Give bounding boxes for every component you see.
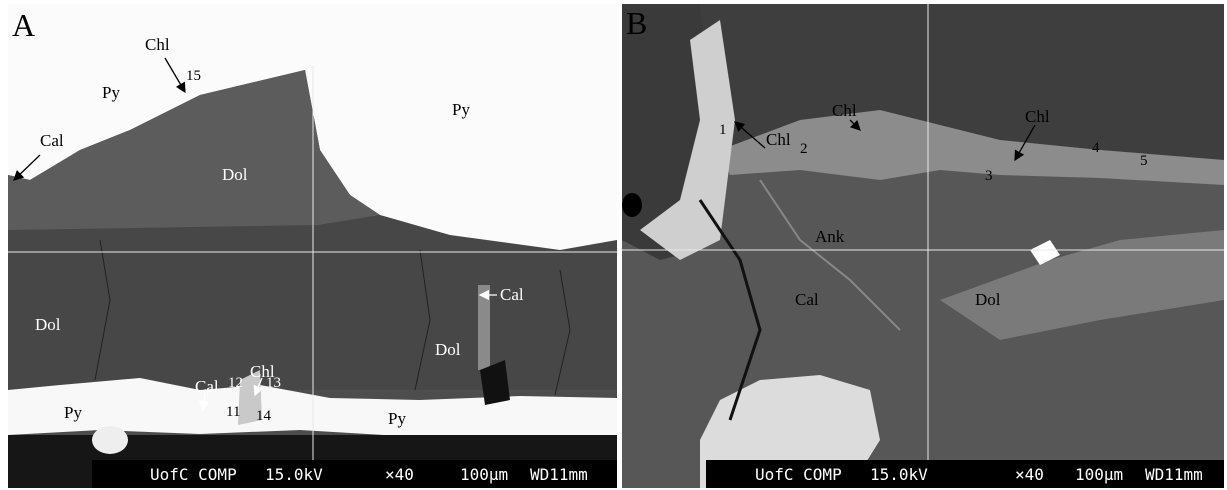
annotation: 13 — [266, 375, 281, 391]
annotation: Cal — [795, 290, 819, 309]
panel-a-image — [8, 4, 617, 488]
annotation: 1 — [719, 122, 727, 138]
info-text: UofC COMP — [150, 465, 237, 484]
info-bar — [92, 460, 617, 488]
annotation: 2 — [800, 141, 808, 157]
annotation: Cal — [40, 131, 64, 150]
panel-b-info: UofC COMP 15.0kV ×40 100µm WD11mm — [755, 465, 1203, 484]
annotation: Cal — [195, 377, 219, 396]
arrow — [1014, 124, 1036, 162]
arrow — [198, 392, 210, 412]
annotation: Chl — [766, 130, 791, 149]
annotation: Py — [388, 409, 406, 428]
arrow — [164, 57, 186, 94]
annotation: 14 — [256, 408, 272, 424]
panel-b-image — [622, 4, 1224, 488]
info-text: UofC COMP — [755, 465, 842, 484]
info-text: 100µm — [460, 465, 508, 484]
arrow — [13, 154, 41, 181]
info-text: WD11mm — [530, 465, 588, 484]
annotation: Dol — [435, 340, 461, 359]
panel-b-annotations: Chl 1 Chl 2 Chl 3 4 5 Ank Cal Dol — [719, 101, 1148, 309]
panel-label: B — [626, 5, 647, 41]
annotation: Chl — [832, 101, 857, 120]
panel-a-annotations: Chl 15 Py Cal Dol Py Dol Cal Chl Cal 12 … — [35, 35, 524, 428]
annotation: Py — [452, 100, 470, 119]
annotation: Chl — [1025, 107, 1050, 126]
annotation: Chl — [145, 35, 170, 54]
annotation: 5 — [1140, 153, 1148, 169]
annotation: Py — [64, 403, 82, 422]
annotation: Dol — [975, 290, 1001, 309]
info-text: 15.0kV — [265, 465, 323, 484]
panel-a-info: UofC COMP 15.0kV ×40 100µm WD11mm — [150, 465, 588, 484]
annotation: 4 — [1092, 140, 1100, 156]
annotation: 3 — [985, 168, 993, 184]
annotation: Dol — [35, 315, 61, 334]
annotation: 11 — [226, 404, 240, 420]
arrow — [253, 377, 264, 397]
info-text: ×40 — [385, 465, 414, 484]
arrow — [849, 119, 861, 131]
annotation: 12 — [228, 375, 243, 391]
info-text: 15.0kV — [870, 465, 928, 484]
annotation: Cal — [500, 285, 524, 304]
annotation: Py — [102, 83, 120, 102]
annotation: Dol — [222, 165, 248, 184]
annotation: Chl — [250, 362, 275, 381]
info-text: WD11mm — [1145, 465, 1203, 484]
arrow — [734, 121, 766, 149]
info-text: ×40 — [1015, 465, 1044, 484]
annotation: 15 — [186, 68, 201, 84]
info-text: 100µm — [1075, 465, 1123, 484]
info-bar — [706, 460, 1224, 488]
annotation: Ank — [815, 227, 845, 246]
panel-label: A — [12, 7, 35, 43]
